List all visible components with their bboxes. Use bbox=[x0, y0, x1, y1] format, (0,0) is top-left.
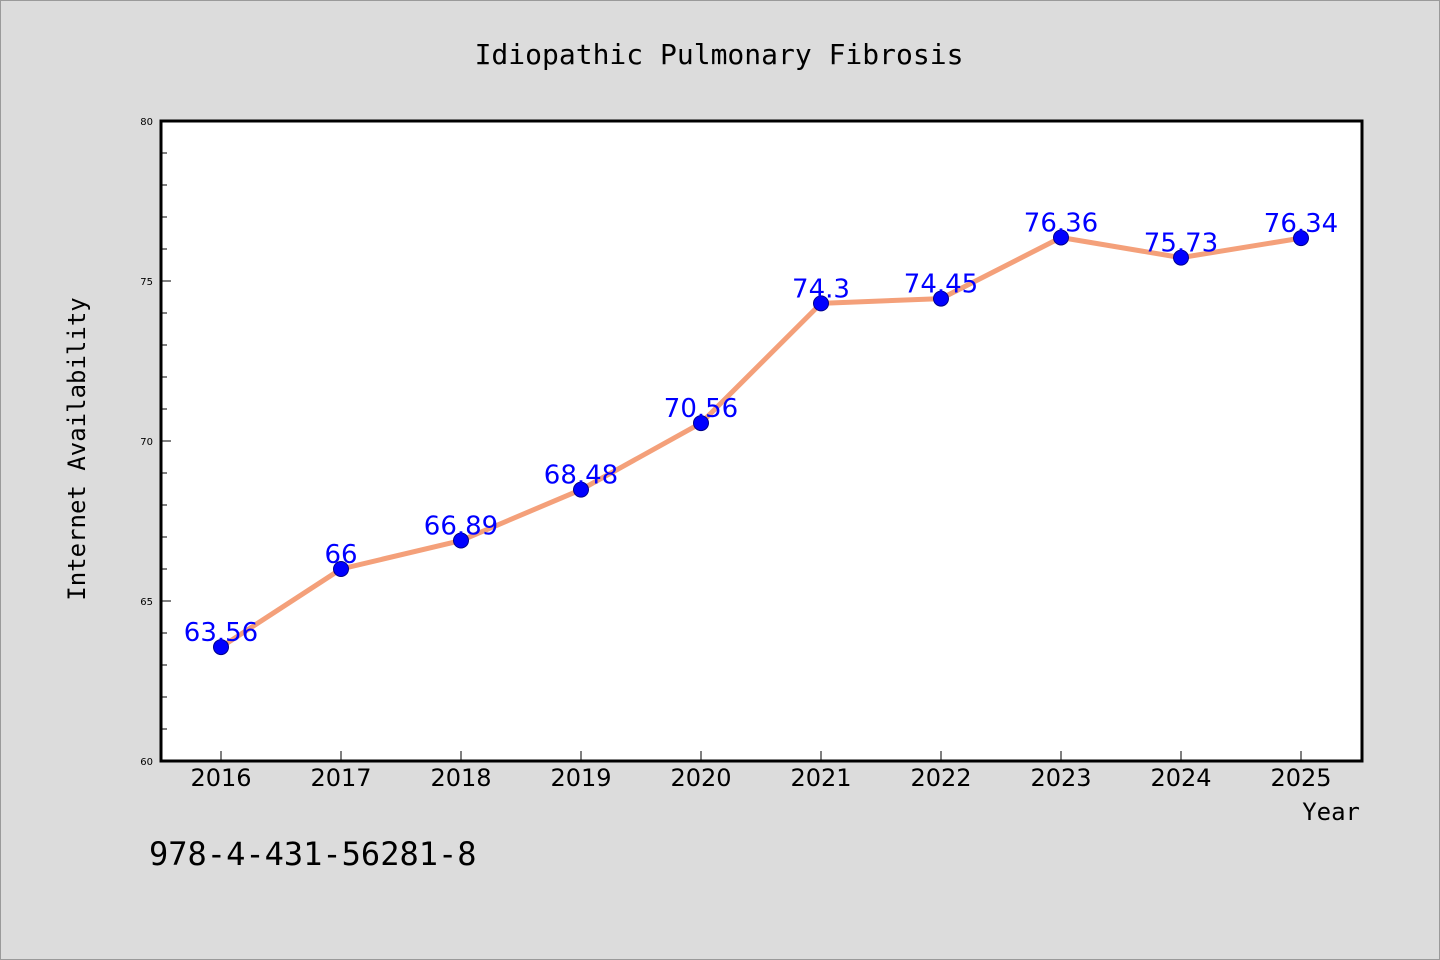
data-label: 76.34 bbox=[1264, 209, 1338, 239]
data-point bbox=[1293, 230, 1309, 247]
data-point bbox=[333, 561, 349, 577]
x-tick-label: 2022 bbox=[910, 764, 971, 792]
data-label: 68.48 bbox=[544, 461, 618, 491]
data-point bbox=[573, 481, 589, 498]
x-axis: 2016 2017 2018 2019 2020 2021 2022 2023 2024 2025 bbox=[190, 751, 1332, 792]
y-axis-label: Internet Availability bbox=[63, 297, 91, 600]
series-line-group bbox=[218, 234, 1304, 650]
plot-area bbox=[159, 119, 1364, 763]
chart-title: Idiopathic Pulmonary Fibrosis bbox=[475, 38, 964, 71]
y-axis: 60 65 70 75 80 bbox=[140, 117, 171, 768]
x-tick-label: 2016 bbox=[190, 764, 251, 792]
x-tick-label: 2020 bbox=[670, 764, 731, 792]
y-tick-label: 75 bbox=[140, 277, 153, 288]
data-point bbox=[693, 415, 709, 432]
data-point bbox=[453, 532, 469, 549]
y-tick-label: 60 bbox=[140, 757, 153, 768]
data-label: 63.56 bbox=[184, 618, 258, 648]
y-tick-label: 70 bbox=[140, 437, 153, 448]
footnote-isbn: 978-4-431-56281-8 bbox=[149, 835, 477, 873]
x-tick-label: 2018 bbox=[430, 764, 491, 792]
series-line bbox=[218, 234, 1304, 650]
data-point bbox=[1173, 249, 1189, 266]
x-tick-label: 2019 bbox=[550, 764, 611, 792]
data-label-group: 63.56 66 66.89 68.48 70.56 74.3 74.45 76.36 75.7… bbox=[184, 208, 1338, 648]
data-label: 74.45 bbox=[904, 270, 978, 300]
x-tick-label: 2025 bbox=[1270, 764, 1331, 792]
x-tick-label: 2024 bbox=[1150, 764, 1211, 792]
y-tick-label: 65 bbox=[140, 597, 153, 608]
x-axis-label: Year bbox=[1302, 798, 1360, 826]
data-label: 75.73 bbox=[1144, 229, 1218, 259]
data-label: 66.89 bbox=[424, 512, 498, 542]
data-label: 76.36 bbox=[1024, 208, 1098, 238]
data-point-group bbox=[213, 229, 1309, 656]
data-label: 70.56 bbox=[664, 394, 738, 424]
data-point bbox=[813, 295, 829, 312]
x-tick-label: 2017 bbox=[310, 764, 371, 792]
data-point bbox=[213, 639, 229, 656]
data-label: 74.3 bbox=[792, 274, 850, 304]
data-point bbox=[933, 290, 949, 307]
y-tick-label: 80 bbox=[140, 117, 153, 128]
x-tick-label: 2021 bbox=[790, 764, 851, 792]
data-point bbox=[1053, 229, 1069, 246]
data-label: 66 bbox=[324, 540, 357, 570]
x-tick-label: 2023 bbox=[1030, 764, 1091, 792]
